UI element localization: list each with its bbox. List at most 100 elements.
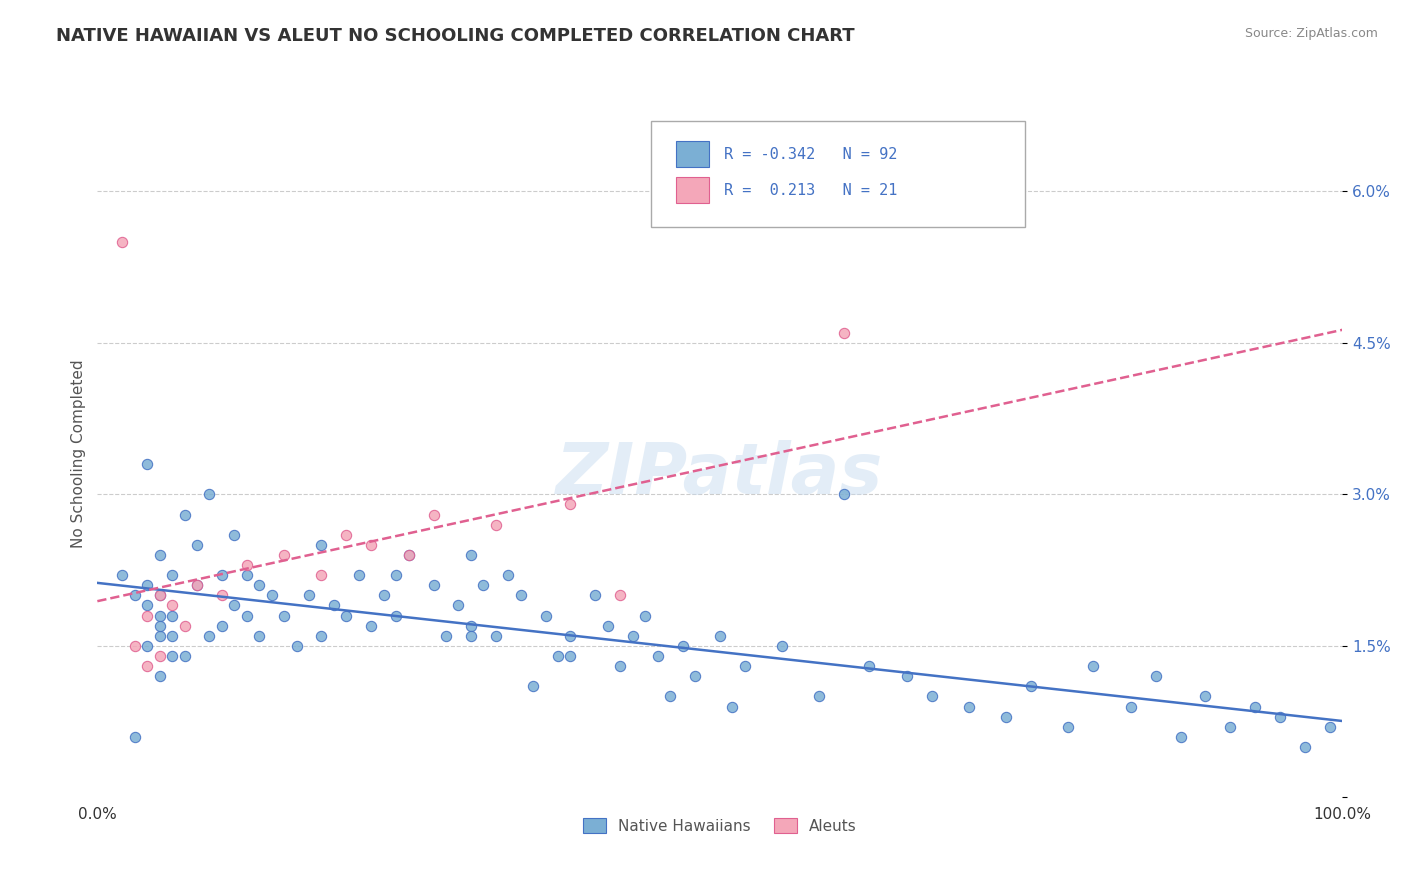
Bar xyxy=(676,178,709,203)
Point xyxy=(921,690,943,704)
Text: R = -0.342   N = 92: R = -0.342 N = 92 xyxy=(724,147,897,162)
Point xyxy=(149,648,172,663)
Point xyxy=(834,487,856,501)
Point xyxy=(834,326,856,340)
Point xyxy=(659,690,682,704)
Point xyxy=(360,538,382,552)
Point xyxy=(160,629,183,643)
Point xyxy=(149,548,172,562)
Point xyxy=(149,588,172,602)
Point xyxy=(683,669,706,683)
Point xyxy=(721,699,744,714)
Point xyxy=(211,588,233,602)
Point xyxy=(111,235,134,249)
Point xyxy=(485,629,508,643)
Point xyxy=(224,599,246,613)
Point xyxy=(485,517,508,532)
Point xyxy=(124,639,146,653)
Point xyxy=(186,578,208,592)
Point xyxy=(224,528,246,542)
Point xyxy=(149,629,172,643)
Point xyxy=(335,608,357,623)
Point xyxy=(509,588,531,602)
Point xyxy=(621,629,644,643)
Point xyxy=(173,618,195,632)
Point xyxy=(260,588,283,602)
Point xyxy=(1019,679,1042,693)
Point xyxy=(385,608,408,623)
Point xyxy=(560,629,582,643)
Point xyxy=(149,618,172,632)
FancyBboxPatch shape xyxy=(651,120,1025,227)
Point xyxy=(583,588,606,602)
Point xyxy=(647,648,669,663)
Point xyxy=(124,730,146,744)
Point xyxy=(447,599,470,613)
Point xyxy=(1294,739,1316,754)
Point xyxy=(311,568,333,582)
Point xyxy=(709,629,731,643)
Point xyxy=(957,699,980,714)
Point xyxy=(311,629,333,643)
Point xyxy=(149,608,172,623)
Point xyxy=(335,528,357,542)
Point xyxy=(1057,720,1080,734)
Point xyxy=(149,669,172,683)
Point xyxy=(298,588,321,602)
Point xyxy=(136,578,159,592)
Point xyxy=(1144,669,1167,683)
Point xyxy=(734,659,756,673)
Point xyxy=(160,599,183,613)
Point xyxy=(236,558,259,572)
Point xyxy=(198,487,221,501)
Point xyxy=(534,608,557,623)
Point xyxy=(373,588,395,602)
Point xyxy=(472,578,495,592)
Point xyxy=(398,548,420,562)
Point xyxy=(671,639,693,653)
Point xyxy=(149,588,172,602)
Point xyxy=(547,648,569,663)
Point xyxy=(136,457,159,471)
Bar xyxy=(676,141,709,168)
Point xyxy=(160,648,183,663)
Point xyxy=(609,588,631,602)
Point xyxy=(136,659,159,673)
Point xyxy=(160,568,183,582)
Text: NATIVE HAWAIIAN VS ALEUT NO SCHOOLING COMPLETED CORRELATION CHART: NATIVE HAWAIIAN VS ALEUT NO SCHOOLING CO… xyxy=(56,27,855,45)
Point xyxy=(560,498,582,512)
Point xyxy=(360,618,382,632)
Point xyxy=(596,618,619,632)
Legend: Native Hawaiians, Aleuts: Native Hawaiians, Aleuts xyxy=(575,810,865,841)
Point xyxy=(160,608,183,623)
Point xyxy=(136,599,159,613)
Point xyxy=(434,629,457,643)
Point xyxy=(522,679,544,693)
Text: R =  0.213   N = 21: R = 0.213 N = 21 xyxy=(724,183,897,198)
Point xyxy=(995,709,1018,723)
Point xyxy=(273,608,295,623)
Point xyxy=(808,690,831,704)
Point xyxy=(770,639,793,653)
Point xyxy=(236,608,259,623)
Point xyxy=(1244,699,1267,714)
Point xyxy=(173,508,195,522)
Point xyxy=(236,568,259,582)
Point xyxy=(398,548,420,562)
Point xyxy=(111,568,134,582)
Point xyxy=(136,639,159,653)
Text: Source: ZipAtlas.com: Source: ZipAtlas.com xyxy=(1244,27,1378,40)
Point xyxy=(1083,659,1105,673)
Point xyxy=(285,639,308,653)
Point xyxy=(136,608,159,623)
Point xyxy=(560,648,582,663)
Point xyxy=(186,538,208,552)
Point xyxy=(496,568,519,582)
Point xyxy=(1170,730,1192,744)
Point xyxy=(247,629,270,643)
Point xyxy=(198,629,221,643)
Point xyxy=(124,588,146,602)
Point xyxy=(385,568,408,582)
Point xyxy=(1319,720,1341,734)
Point xyxy=(173,648,195,663)
